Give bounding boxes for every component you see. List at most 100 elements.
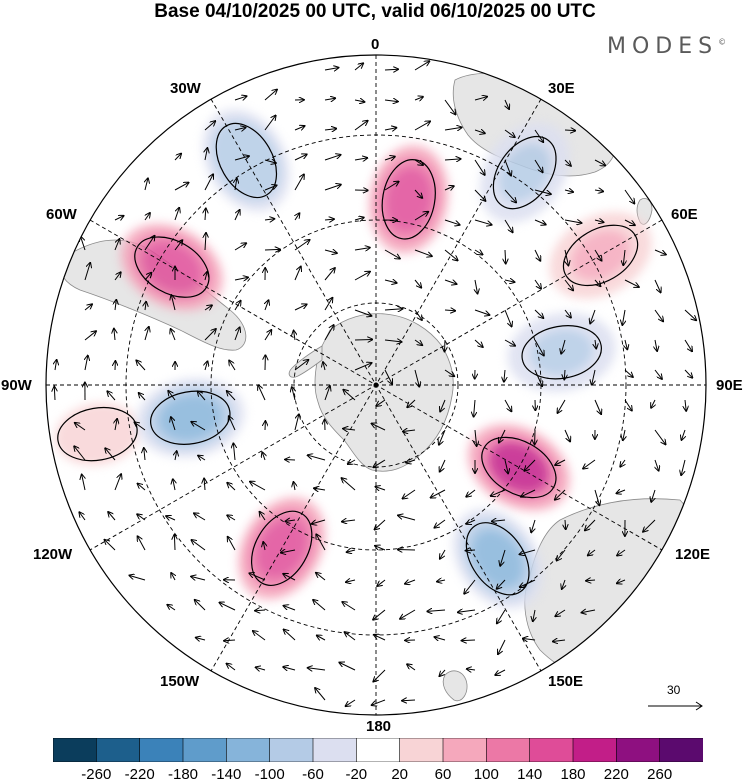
wind-vector — [227, 391, 236, 401]
wind-vector — [565, 249, 568, 265]
colorbar-tick-label: -140 — [211, 766, 242, 783]
wind-vector — [504, 219, 513, 232]
wind-vector — [414, 159, 423, 165]
colorbar-bin-13 — [616, 738, 661, 762]
wind-vector — [229, 361, 236, 371]
wind-vector — [525, 459, 536, 471]
wind-vector — [324, 98, 335, 100]
vector-reference-label: 30 — [667, 683, 681, 697]
wind-vector — [384, 100, 398, 102]
wind-vector — [617, 490, 626, 493]
wind-vector — [144, 236, 155, 251]
map-title: Base 04/10/2025 00 UTC, valid 06/10/2025… — [154, 1, 596, 22]
wind-vector — [167, 605, 176, 611]
lon-label-120w: 120W — [33, 546, 73, 563]
wind-vector — [474, 309, 489, 315]
wind-vector — [115, 419, 117, 431]
wind-vector — [534, 339, 544, 355]
wind-vector — [346, 699, 356, 706]
wind-vector — [354, 63, 363, 71]
wind-vector — [376, 399, 386, 406]
wind-vector — [531, 519, 535, 532]
wind-vector — [565, 519, 566, 529]
lon-label-90w: 90W — [1, 377, 32, 394]
vector-reference-arrow — [648, 701, 703, 711]
wind-vector — [198, 391, 206, 401]
wind-vector — [617, 580, 626, 583]
wind-vector — [171, 295, 175, 311]
wind-vector — [504, 369, 505, 382]
wind-vector — [294, 267, 301, 281]
latitude-circle-60s — [210, 219, 542, 551]
wind-vector — [474, 250, 483, 255]
wind-vector — [256, 667, 266, 670]
wind-vector — [204, 121, 215, 131]
wind-vector — [555, 459, 566, 465]
wind-vector — [414, 212, 428, 221]
wind-vector — [284, 630, 296, 641]
wind-vector — [654, 309, 663, 321]
wind-vector — [354, 272, 370, 281]
wind-vector — [354, 340, 372, 341]
wind-vector — [655, 339, 657, 351]
wind-vector — [234, 128, 246, 131]
wind-vector — [594, 190, 603, 191]
wind-vector — [504, 189, 516, 202]
wind-vector — [372, 424, 386, 431]
wind-vector — [294, 415, 299, 431]
wind-vector — [504, 339, 515, 346]
lon-label-0: 0 — [371, 36, 380, 53]
wind-vector — [654, 369, 662, 379]
wind-vector — [354, 121, 368, 131]
colorbar-bin-4 — [226, 738, 271, 762]
wind-vector — [114, 272, 121, 281]
wind-vector — [354, 218, 364, 221]
antarctica — [314, 313, 454, 472]
wind-vector — [497, 579, 506, 589]
wind-vector — [316, 534, 326, 551]
wind-vector — [564, 369, 565, 379]
wind-vector — [324, 250, 337, 253]
wind-vector — [520, 549, 536, 554]
wind-vector — [234, 243, 246, 251]
wind-vector — [384, 69, 398, 70]
wind-vector — [265, 300, 269, 311]
wind-vector — [564, 130, 575, 131]
wind-vector — [398, 515, 416, 521]
wind-vector — [624, 189, 634, 203]
wind-vector — [294, 154, 307, 161]
wind-vector — [654, 429, 666, 444]
wind-vector — [324, 325, 334, 341]
colorbar-tick-label: 60 — [434, 766, 452, 783]
wind-vector — [343, 429, 356, 430]
madagascar — [636, 198, 653, 225]
brand-mark: © — [718, 37, 727, 47]
wind-vector — [174, 535, 175, 551]
wind-vector — [534, 219, 546, 225]
wind-vector — [105, 448, 116, 461]
wind-vector — [204, 305, 212, 310]
wind-vector — [444, 159, 461, 160]
wind-vector — [414, 121, 430, 131]
wind-vector — [377, 579, 386, 586]
wind-vector — [114, 474, 121, 491]
wind-vector — [561, 339, 566, 354]
colorbar-bin-10 — [486, 738, 531, 762]
wind-vector — [138, 536, 146, 551]
wind-vector — [174, 183, 189, 191]
wind-vector — [498, 639, 506, 654]
wind-vector — [504, 159, 511, 176]
wind-vector — [384, 280, 397, 283]
wind-vector — [354, 158, 367, 160]
colorbar-tick-label: -100 — [254, 766, 285, 783]
wind-vector — [444, 127, 462, 130]
wind-vector — [171, 417, 176, 431]
wind-vector — [445, 339, 446, 351]
wind-vector — [174, 240, 182, 251]
wind-vector — [354, 363, 372, 371]
wind-vector — [439, 429, 446, 445]
wind-vector — [654, 279, 661, 292]
wind-vector — [557, 549, 566, 561]
wind-vector — [79, 512, 86, 521]
wind-vector — [295, 213, 299, 221]
